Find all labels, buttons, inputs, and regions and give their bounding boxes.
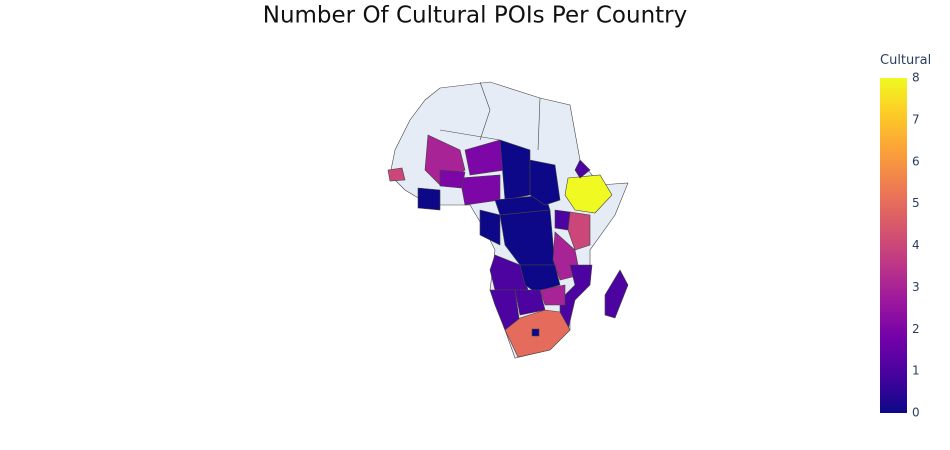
country xyxy=(387,167,406,182)
country xyxy=(439,169,466,189)
map-title: Number Of Cultural POIs Per Country xyxy=(263,3,687,29)
colorbar-title: Cultural xyxy=(880,53,931,68)
country xyxy=(531,328,540,337)
colorbar-tick-label: 4 xyxy=(912,238,920,252)
colorbar xyxy=(880,78,907,413)
colorbar-tick-label: 2 xyxy=(912,322,920,336)
colorbar-tick-label: 6 xyxy=(912,154,920,168)
country xyxy=(554,209,571,231)
colorbar-tick-label: 8 xyxy=(912,71,920,85)
country xyxy=(539,284,566,306)
colorbar-tick-label: 0 xyxy=(912,406,920,420)
country xyxy=(564,174,613,214)
country xyxy=(574,159,591,179)
colorbar-tick-label: 7 xyxy=(912,112,920,126)
colorbar-tick-label: 5 xyxy=(912,196,920,210)
country xyxy=(529,159,561,206)
country xyxy=(417,187,441,211)
country xyxy=(499,139,531,201)
country xyxy=(459,174,501,206)
country xyxy=(604,269,629,319)
colorbar-tick-label: 3 xyxy=(912,280,920,294)
country xyxy=(479,209,501,246)
colorbar-tick-label: 1 xyxy=(912,364,920,378)
map xyxy=(387,81,629,359)
